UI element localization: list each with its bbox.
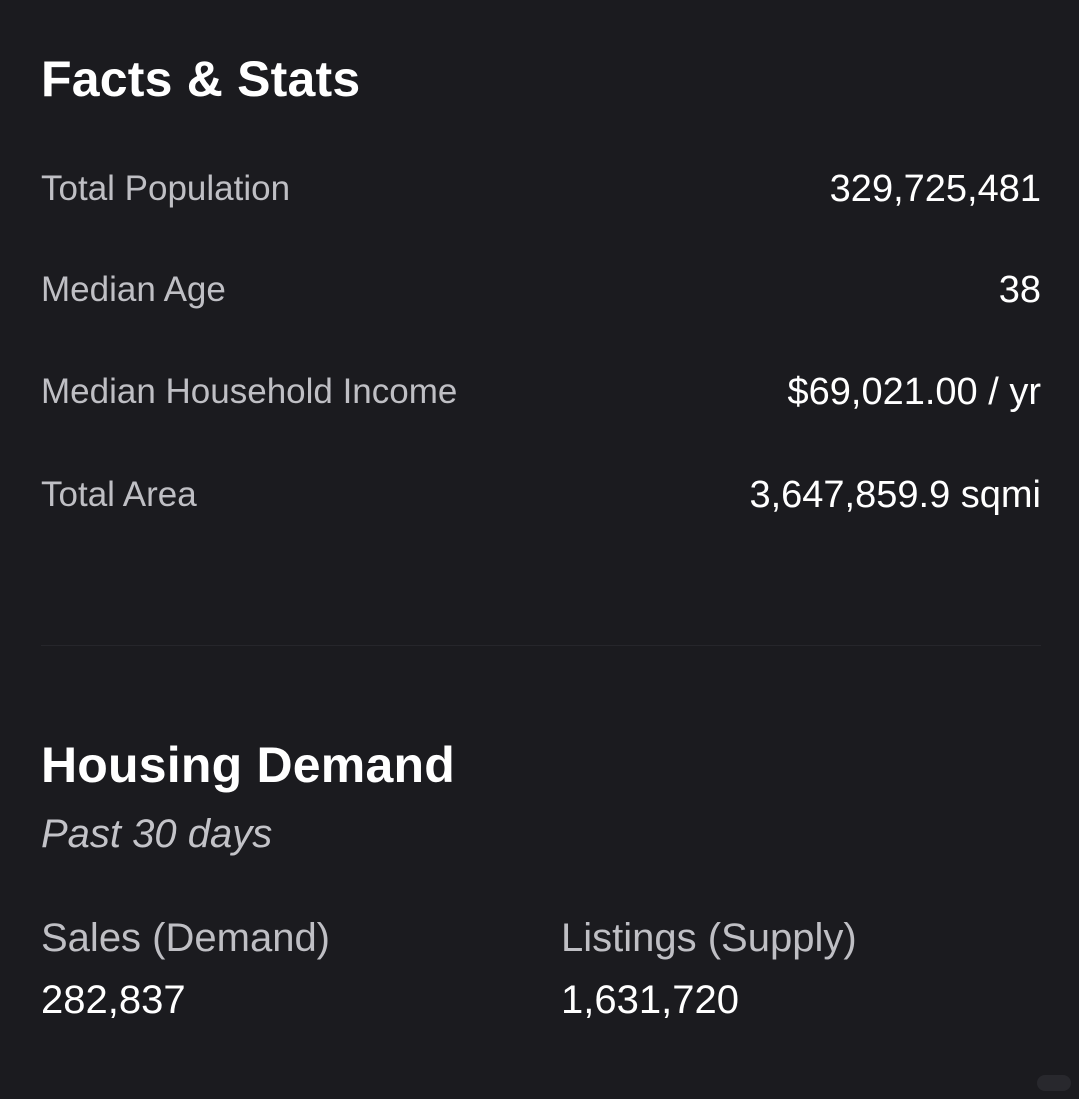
stat-label: Total Area — [41, 475, 197, 514]
listings-label: Listings (Supply) — [561, 916, 857, 960]
sales-metric: Sales (Demand) 282,837 — [41, 914, 330, 1024]
watermark-logo — [1037, 1075, 1071, 1091]
stat-value: 329,725,481 — [829, 167, 1041, 210]
stat-row-median-household-income: Median Household Income $69,021.00 / yr — [41, 368, 1041, 416]
housing-title: Housing Demand — [41, 737, 455, 793]
stat-label: Total Population — [41, 169, 291, 208]
stat-row-total-area: Total Area 3,647,859.9 sqmi — [41, 471, 1041, 519]
sales-value: 282,837 — [41, 978, 186, 1022]
stat-label: Median Age — [41, 270, 226, 309]
housing-subtitle: Past 30 days — [41, 812, 273, 856]
stat-value: 3,647,859.9 sqmi — [749, 473, 1041, 516]
stat-label: Median Household Income — [41, 372, 458, 411]
listings-value: 1,631,720 — [561, 978, 739, 1022]
stat-value: $69,021.00 / yr — [787, 370, 1041, 413]
section-divider — [41, 645, 1041, 646]
listings-metric: Listings (Supply) 1,631,720 — [561, 914, 857, 1024]
stat-value: 38 — [998, 268, 1041, 311]
stat-row-median-age: Median Age 38 — [41, 266, 1041, 314]
stat-row-total-population: Total Population 329,725,481 — [41, 165, 1041, 213]
sales-label: Sales (Demand) — [41, 916, 331, 960]
facts-title: Facts & Stats — [41, 51, 361, 107]
